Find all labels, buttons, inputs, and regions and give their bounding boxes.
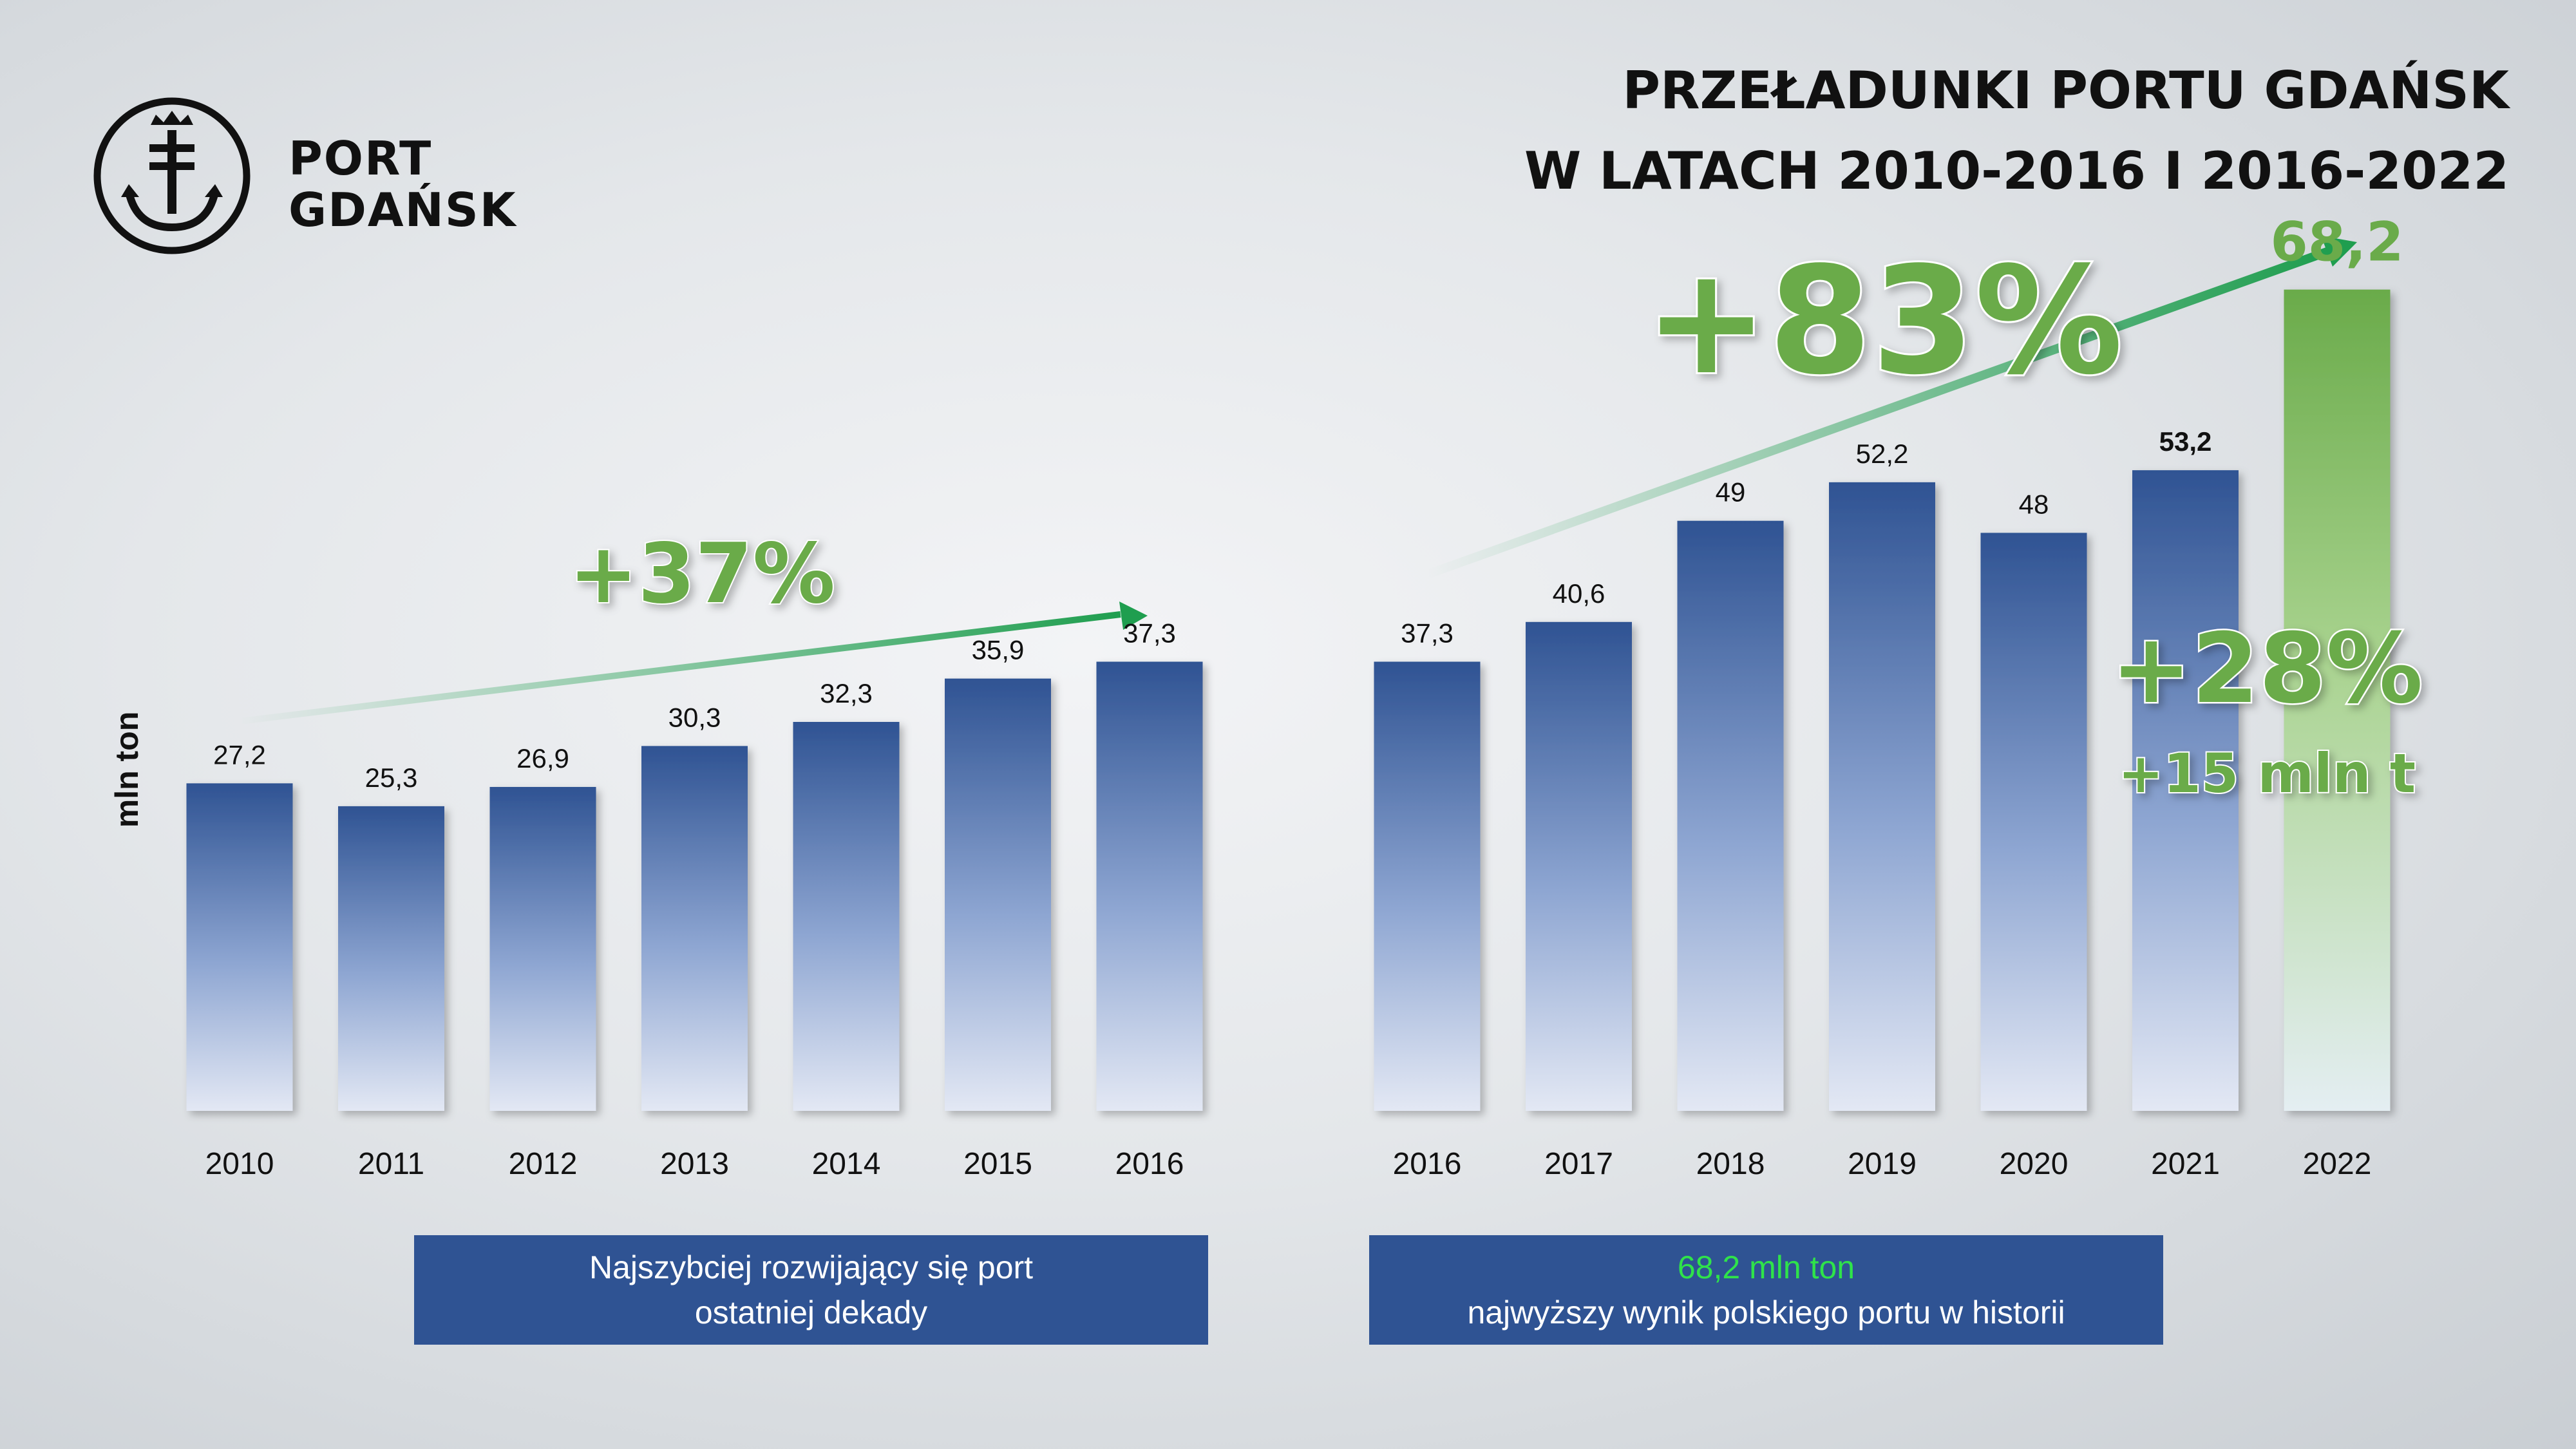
value-label-2013-left: 30,3 [668,702,721,732]
bar-2017-right [1526,621,1632,1111]
category-label-2017-right: 2017 [1544,1147,1613,1181]
caption-right-highlight: 68,2 mln ton [1677,1249,1855,1285]
category-label-2011-left: 2011 [358,1147,424,1181]
chart-left: 27,2 2010 25,3 2011 26,9 2012 30,3 2013 32,3 2014… [186,618,1203,1181]
value-label-2022-right: 68,2 [2270,211,2403,274]
logo-line2: GDAŃSK [289,183,517,237]
category-label-2019-right: 2019 [1848,1147,1917,1181]
bar-2016-right [1374,661,1481,1111]
bar-2022-right [2284,289,2391,1111]
title-line1: PRZEŁADUNKI PORTU GDAŃSK [1622,61,2509,120]
bar-2021-right [2132,470,2239,1111]
category-label-2022-right: 2022 [2303,1147,2372,1181]
caption-left-line1: Najszybciej rozwijający się port [589,1249,1034,1285]
category-label-2016-right: 2016 [1393,1147,1462,1181]
growth-annotation-2022: +28% [2111,613,2423,725]
bar-2015-left [945,678,1051,1111]
port-gdansk-anchor-icon [93,97,251,254]
bar-2014-left [793,721,900,1111]
bar-2020-right [1980,533,2087,1111]
category-label-2021-right: 2021 [2151,1147,2220,1181]
title-line2: W LATACH 2010-2016 I 2016-2022 [1524,141,2509,201]
bar-2011-left [338,806,444,1111]
y-axis-label: mln ton [109,712,145,828]
trend-arrow-head-left [1119,601,1148,630]
chart-right: 37,3 2016 40,6 2017 49 2018 52,2 2019 48 2020 53,2… [1374,211,2404,1181]
value-label-2010-left: 27,2 [213,739,266,770]
value-label-2018-right: 49 [1716,477,1746,507]
bar-2018-right [1677,520,1784,1111]
bar-2019-right [1829,482,1935,1111]
category-label-2013-left: 2013 [660,1147,729,1181]
category-label-2010-left: 2010 [205,1147,274,1181]
caption-right: 68,2 mln ton najwyższy wynik polskiego p… [1369,1235,2163,1345]
category-label-2014-left: 2014 [812,1147,881,1181]
trend-arrow-head-right [2321,236,2357,267]
caption-left: Najszybciej rozwijający się port ostatni… [414,1235,1208,1345]
value-label-2017-right: 40,6 [1553,578,1605,609]
category-label-2012-left: 2012 [509,1147,578,1181]
caption-right-line2: najwyższy wynik polskiego portu w histor… [1467,1294,2065,1331]
trend-arrow-line-left [239,611,1121,724]
logo-line1: PORT [289,131,433,185]
trend-arrow-line-right [1425,247,2331,579]
page-title: PRZEŁADUNKI PORTU GDAŃSK W LATACH 2010-2… [1524,50,2509,211]
logo-wordmark: PORT GDAŃSK [289,133,517,236]
bar-2012-left [489,786,596,1111]
value-label-2019-right: 52,2 [1856,439,1909,469]
value-label-2012-left: 26,9 [516,743,569,773]
bar-2016-left [1096,661,1203,1111]
bar-2013-left [641,746,748,1111]
value-label-2020-right: 48 [2019,489,2049,519]
category-label-2020-right: 2020 [2000,1147,2069,1181]
value-label-2021-right: 53,2 [2159,426,2212,457]
value-label-2016-left: 37,3 [1123,618,1176,648]
bar-2010-left [186,783,293,1111]
caption-left-line2: ostatniej dekady [694,1294,928,1331]
growth-annotation-right: +83% [1644,236,2123,408]
growth-annotation-left: +37% [569,526,835,622]
value-label-2014-left: 32,3 [820,678,873,708]
category-label-2015-left: 2015 [963,1147,1032,1181]
value-label-2011-left: 25,3 [365,762,418,793]
category-label-2016-left: 2016 [1115,1147,1184,1181]
category-label-2018-right: 2018 [1696,1147,1765,1181]
value-label-2016-right: 37,3 [1401,618,1454,648]
value-label-2015-left: 35,9 [972,635,1025,665]
increase-annotation-2022: +15 mln t [2118,742,2416,805]
